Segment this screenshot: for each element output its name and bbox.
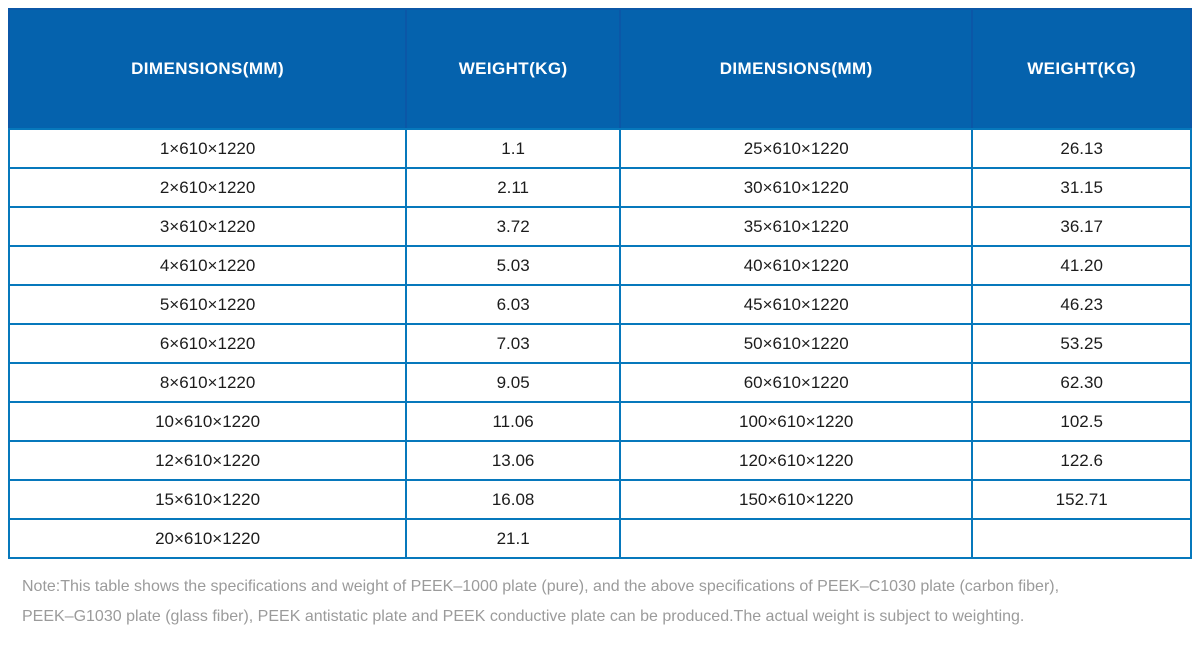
weight-cell: 122.6 [971, 440, 1192, 481]
table-row: 12×610×1220 13.06 120×610×1220 122.6 [7, 440, 1192, 481]
note-line-2: PEEK–G1030 plate (glass fiber), PEEK ant… [22, 608, 1025, 625]
dimensions-cell: 20×610×1220 [7, 518, 408, 559]
dimensions-cell: 35×610×1220 [619, 206, 974, 247]
page-content: DIMENSIONS(MM) WEIGHT(KG) DIMENSIONS(MM)… [7, 8, 1192, 632]
weight-cell: 21.1 [405, 518, 622, 559]
dimensions-cell: 3×610×1220 [7, 206, 408, 247]
dimensions-cell: 50×610×1220 [619, 323, 974, 364]
weight-cell: 11.06 [405, 401, 622, 442]
weight-cell: 31.15 [971, 167, 1192, 208]
header-dimensions-right: DIMENSIONS(MM) [619, 8, 974, 130]
note-line-1: Note:This table shows the specifications… [22, 578, 1060, 595]
spec-table: DIMENSIONS(MM) WEIGHT(KG) DIMENSIONS(MM)… [7, 8, 1192, 559]
header-weight-right: WEIGHT(KG) [971, 8, 1192, 130]
weight-cell: 16.08 [405, 479, 622, 520]
table-body: 1×610×1220 1.1 25×610×1220 26.13 2×610×1220 2… [7, 128, 1192, 559]
dimensions-cell: 15×610×1220 [7, 479, 408, 520]
dimensions-cell: 25×610×1220 [619, 128, 974, 169]
weight-cell: 7.03 [405, 323, 622, 364]
dimensions-cell [619, 518, 974, 559]
table-header: DIMENSIONS(MM) WEIGHT(KG) DIMENSIONS(MM)… [7, 8, 1192, 130]
weight-cell: 26.13 [971, 128, 1192, 169]
table-row: 15×610×1220 16.08 150×610×1220 152.71 [7, 479, 1192, 520]
dimensions-cell: 10×610×1220 [7, 401, 408, 442]
weight-cell: 9.05 [405, 362, 622, 403]
dimensions-cell: 4×610×1220 [7, 245, 408, 286]
weight-cell: 3.72 [405, 206, 622, 247]
header-row: DIMENSIONS(MM) WEIGHT(KG) DIMENSIONS(MM)… [7, 8, 1192, 130]
table-row: 4×610×1220 5.03 40×610×1220 41.20 [7, 245, 1192, 286]
dimensions-cell: 120×610×1220 [619, 440, 974, 481]
weight-cell: 36.17 [971, 206, 1192, 247]
weight-cell: 152.71 [971, 479, 1192, 520]
dimensions-cell: 100×610×1220 [619, 401, 974, 442]
weight-cell: 41.20 [971, 245, 1192, 286]
weight-cell: 53.25 [971, 323, 1192, 364]
weight-cell: 6.03 [405, 284, 622, 325]
weight-cell: 2.11 [405, 167, 622, 208]
table-row: 20×610×1220 21.1 [7, 518, 1192, 559]
header-weight-left: WEIGHT(KG) [405, 8, 622, 130]
dimensions-cell: 150×610×1220 [619, 479, 974, 520]
dimensions-cell: 2×610×1220 [7, 167, 408, 208]
dimensions-cell: 60×610×1220 [619, 362, 974, 403]
dimensions-cell: 6×610×1220 [7, 323, 408, 364]
weight-cell: 1.1 [405, 128, 622, 169]
dimensions-cell: 30×610×1220 [619, 167, 974, 208]
table-row: 2×610×1220 2.11 30×610×1220 31.15 [7, 167, 1192, 208]
weight-cell [971, 518, 1192, 559]
weight-cell: 5.03 [405, 245, 622, 286]
table-row: 3×610×1220 3.72 35×610×1220 36.17 [7, 206, 1192, 247]
table-row: 5×610×1220 6.03 45×610×1220 46.23 [7, 284, 1192, 325]
table-row: 1×610×1220 1.1 25×610×1220 26.13 [7, 128, 1192, 169]
header-dimensions-left: DIMENSIONS(MM) [7, 8, 408, 130]
table-row: 10×610×1220 11.06 100×610×1220 102.5 [7, 401, 1192, 442]
dimensions-cell: 1×610×1220 [7, 128, 408, 169]
note-text: Note:This table shows the specifications… [8, 559, 1192, 632]
dimensions-cell: 8×610×1220 [7, 362, 408, 403]
dimensions-cell: 12×610×1220 [7, 440, 408, 481]
weight-cell: 13.06 [405, 440, 622, 481]
weight-cell: 102.5 [971, 401, 1192, 442]
dimensions-cell: 40×610×1220 [619, 245, 974, 286]
dimensions-cell: 5×610×1220 [7, 284, 408, 325]
weight-cell: 46.23 [971, 284, 1192, 325]
dimensions-cell: 45×610×1220 [619, 284, 974, 325]
weight-cell: 62.30 [971, 362, 1192, 403]
table-row: 6×610×1220 7.03 50×610×1220 53.25 [7, 323, 1192, 364]
table-row: 8×610×1220 9.05 60×610×1220 62.30 [7, 362, 1192, 403]
